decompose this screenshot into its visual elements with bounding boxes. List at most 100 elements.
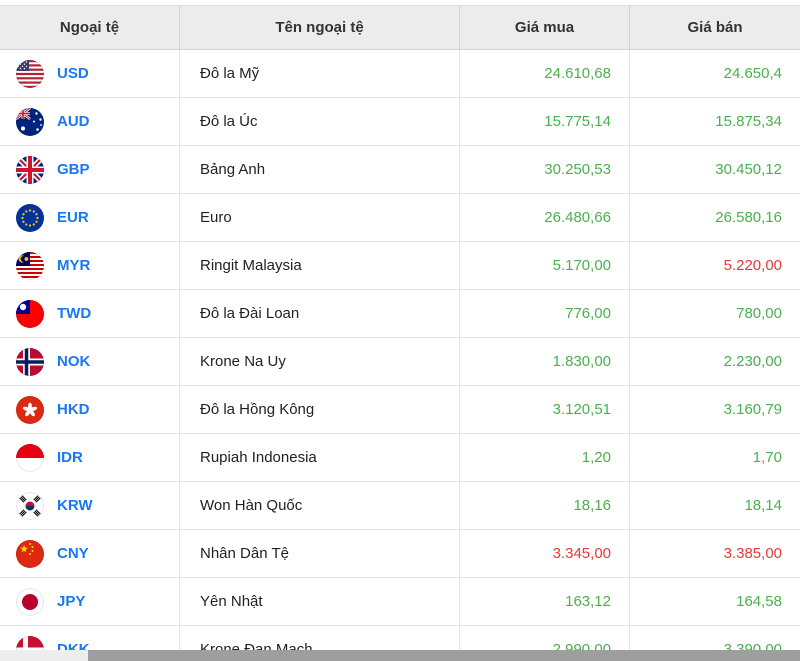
table-row: USD Đô la Mỹ 24.610,68 24.650,4 <box>0 50 800 98</box>
buy-price: 5.170,00 <box>552 257 611 274</box>
sell-price: 15.875,34 <box>715 113 782 130</box>
sell-price: 5.220,00 <box>723 257 782 274</box>
buy-price: 776,00 <box>565 305 611 322</box>
currency-name: Won Hàn Quốc <box>200 497 303 514</box>
currency-code: AUD <box>57 113 90 130</box>
currency-name: Đô la Đài Loan <box>200 305 300 322</box>
table-row: AUD Đô la Úc 15.775,14 15.875,34 <box>0 98 800 146</box>
sell-price: 3.385,00 <box>723 545 782 562</box>
norway-flag-icon <box>16 347 44 376</box>
currency-name-cell: Euro <box>180 194 460 241</box>
buy-price-cell: 24.610,68 <box>460 50 630 97</box>
scrollbar-thumb[interactable] <box>88 650 800 661</box>
uk-flag-icon <box>16 155 44 184</box>
indonesia-flag-icon <box>16 443 44 472</box>
table-row: TWD Đô la Đài Loan 776,00 780,00 <box>0 290 800 338</box>
sell-price: 780,00 <box>736 305 782 322</box>
currency-name-cell: Ringit Malaysia <box>180 242 460 289</box>
buy-price: 3.120,51 <box>552 401 611 418</box>
hong-kong-flag-icon <box>16 395 44 424</box>
currency-name-cell: Yên Nhật <box>180 578 460 625</box>
sell-price: 1,70 <box>752 449 782 466</box>
currency-name-cell: Đô la Hồng Kông <box>180 386 460 433</box>
buy-price-cell: 1.830,00 <box>460 338 630 385</box>
currency-cell: TWD <box>0 290 180 337</box>
currency-name: Đô la Úc <box>200 113 258 130</box>
currency-cell: USD <box>0 50 180 97</box>
currency-name-cell: Nhân Dân Tệ <box>180 530 460 577</box>
currency-code: KRW <box>57 497 93 514</box>
column-header: Ngoại tệ <box>0 6 180 49</box>
currency-name: Euro <box>200 209 232 226</box>
currency-name: Nhân Dân Tệ <box>200 545 289 562</box>
currency-cell: NOK <box>0 338 180 385</box>
currency-cell: IDR <box>0 434 180 481</box>
currency-cell: CNY <box>0 530 180 577</box>
currency-name-cell: Đô la Mỹ <box>180 50 460 97</box>
column-header: Giá bán <box>687 19 743 36</box>
currency-name: Bảng Anh <box>200 161 266 178</box>
table-row: NOK Krone Na Uy 1.830,00 2.230,00 <box>0 338 800 386</box>
currency-code: EUR <box>57 209 89 226</box>
buy-price: 30.250,53 <box>544 161 611 178</box>
buy-price-cell: 1,20 <box>460 434 630 481</box>
buy-price: 26.480,66 <box>544 209 611 226</box>
table-row: HKD Đô la Hồng Kông 3.120,51 3.160,79 <box>0 386 800 434</box>
australia-flag-icon <box>16 107 44 136</box>
table-body: USD Đô la Mỹ 24.610,68 24.650,4 AUD Đô l… <box>0 50 800 661</box>
currency-cell: HKD <box>0 386 180 433</box>
taiwan-flag-icon <box>16 299 44 328</box>
buy-price-cell: 26.480,66 <box>460 194 630 241</box>
currency-name: Rupiah Indonesia <box>200 449 317 466</box>
buy-price-cell: 30.250,53 <box>460 146 630 193</box>
currency-code: NOK <box>57 353 91 370</box>
buy-price-cell: 5.170,00 <box>460 242 630 289</box>
buy-price: 24.610,68 <box>544 65 611 82</box>
buy-price: 3.345,00 <box>552 545 611 562</box>
currency-cell: EUR <box>0 194 180 241</box>
table-header: Ngoại tệ Tên ngoại tệ Giá mua Giá bán <box>0 6 800 50</box>
currency-name-cell: Krone Na Uy <box>180 338 460 385</box>
table-row: KRW Won Hàn Quốc 18,16 18,14 <box>0 482 800 530</box>
sell-price-cell: 18,14 <box>630 482 800 529</box>
sell-price-cell: 24.650,4 <box>630 50 800 97</box>
buy-price: 18,16 <box>573 497 611 514</box>
buy-price: 1.830,00 <box>552 353 611 370</box>
buy-price-cell: 3.345,00 <box>460 530 630 577</box>
buy-price: 15.775,14 <box>544 113 611 130</box>
eu-flag-icon <box>16 203 44 232</box>
currency-code: CNY <box>57 545 89 562</box>
column-header: Tên ngoại tệ <box>180 6 460 49</box>
currency-code: IDR <box>57 449 83 466</box>
sell-price: 18,14 <box>744 497 782 514</box>
column-header: Giá mua <box>460 6 630 49</box>
currency-name: Đô la Mỹ <box>200 65 260 82</box>
sell-price-cell: 780,00 <box>630 290 800 337</box>
currency-name-cell: Bảng Anh <box>180 146 460 193</box>
table-row: GBP Bảng Anh 30.250,53 30.450,12 <box>0 146 800 194</box>
currency-code: MYR <box>57 257 91 274</box>
sell-price-cell: 26.580,16 <box>630 194 800 241</box>
horizontal-scrollbar[interactable] <box>0 650 800 661</box>
buy-price-cell: 15.775,14 <box>460 98 630 145</box>
currency-code: USD <box>57 65 89 82</box>
us-flag-icon <box>16 59 44 88</box>
sell-price-cell: 1,70 <box>630 434 800 481</box>
buy-price-cell: 776,00 <box>460 290 630 337</box>
buy-price: 163,12 <box>565 593 611 610</box>
currency-code: JPY <box>57 593 86 610</box>
currency-name: Yên Nhật <box>200 593 263 610</box>
sell-price-cell: 3.385,00 <box>630 530 800 577</box>
sell-price: 3.160,79 <box>723 401 782 418</box>
currency-name-cell: Won Hàn Quốc <box>180 482 460 529</box>
currency-name: Đô la Hồng Kông <box>200 401 315 418</box>
sell-price-cell: 15.875,34 <box>630 98 800 145</box>
currency-cell: GBP <box>0 146 180 193</box>
table-row: IDR Rupiah Indonesia 1,20 1,70 <box>0 434 800 482</box>
table-row: CNY Nhân Dân Tệ 3.345,00 3.385,00 <box>0 530 800 578</box>
sell-price: 24.650,4 <box>723 65 782 82</box>
currency-cell: AUD <box>0 98 180 145</box>
sell-price-cell: 3.160,79 <box>630 386 800 433</box>
sell-price: 2.230,00 <box>723 353 782 370</box>
currency-code: GBP <box>57 161 90 178</box>
